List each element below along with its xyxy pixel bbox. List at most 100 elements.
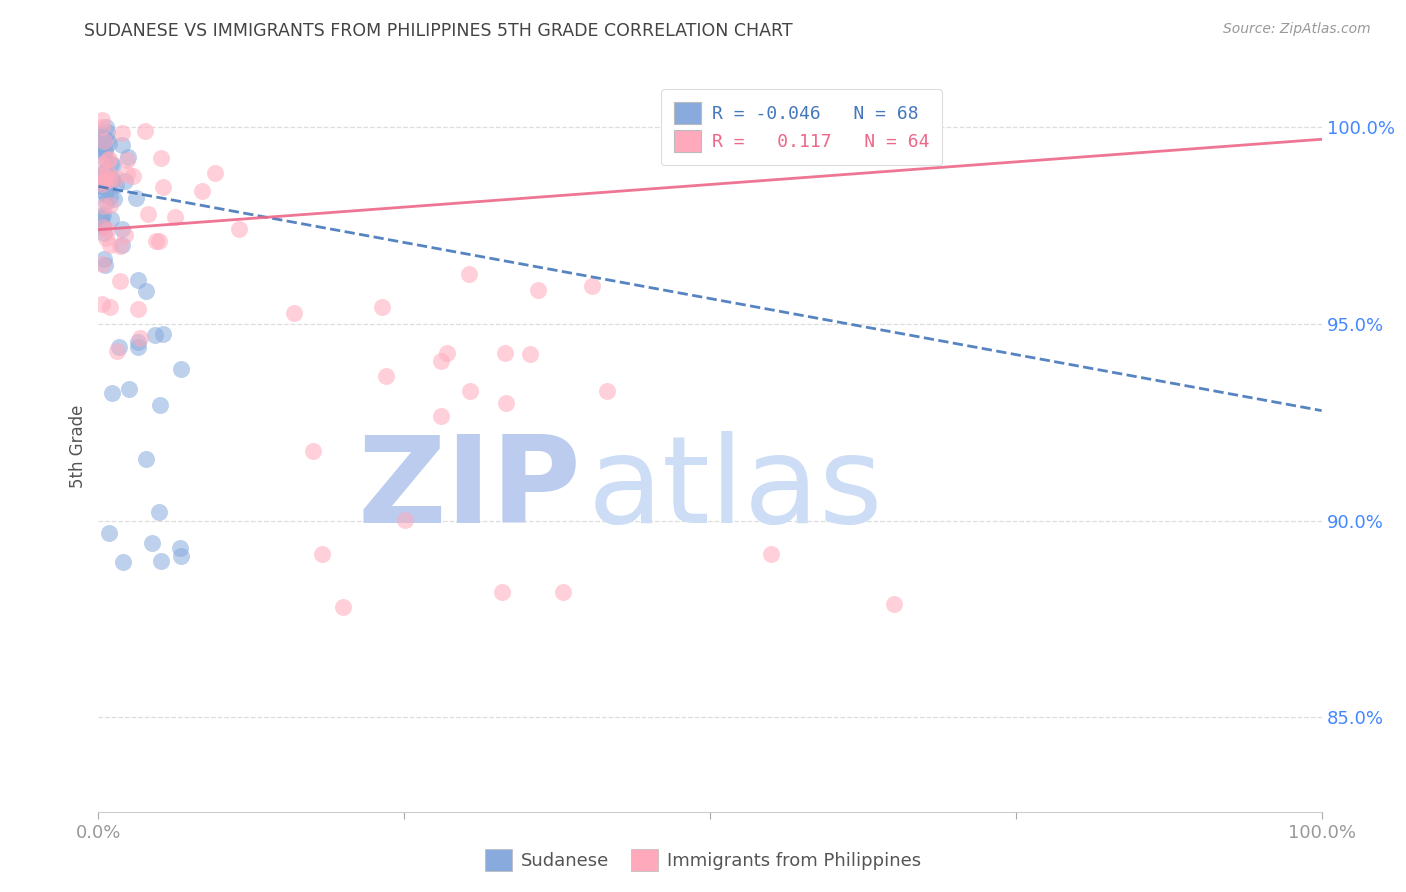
Point <box>553 584 575 599</box>
Point <box>96 125 118 139</box>
Point <box>103 173 125 187</box>
Point <box>457 267 479 281</box>
Point <box>519 347 541 361</box>
Point <box>301 443 323 458</box>
Point <box>125 191 148 205</box>
Point <box>98 136 121 150</box>
Point <box>96 166 118 180</box>
Point <box>148 234 170 248</box>
Point <box>91 178 114 192</box>
Point <box>458 384 481 399</box>
Point <box>117 150 139 164</box>
Point <box>93 252 115 267</box>
Point <box>495 396 517 410</box>
Point <box>97 526 120 541</box>
Point <box>98 171 121 186</box>
Point <box>97 153 120 168</box>
Point <box>149 398 172 412</box>
Point <box>311 547 333 561</box>
Point <box>93 165 115 179</box>
Point <box>94 187 117 202</box>
Text: Source: ZipAtlas.com: Source: ZipAtlas.com <box>1223 22 1371 37</box>
Point <box>96 133 118 147</box>
Point <box>89 171 111 186</box>
Point <box>761 547 783 561</box>
Point <box>90 136 112 150</box>
Point <box>127 301 149 316</box>
Point <box>90 140 112 154</box>
Point <box>89 179 111 194</box>
Point <box>436 345 458 359</box>
Point <box>93 168 115 182</box>
Point <box>91 178 114 193</box>
Point <box>111 126 134 140</box>
Point <box>97 152 120 166</box>
Point <box>91 208 114 222</box>
Point <box>103 193 125 207</box>
Point <box>93 130 115 145</box>
Point <box>127 273 149 287</box>
Point <box>97 174 120 188</box>
Point <box>375 368 398 383</box>
Point <box>228 221 250 235</box>
Point <box>204 166 226 180</box>
Point <box>98 300 121 314</box>
Point <box>89 129 111 144</box>
Point <box>110 238 132 252</box>
Point <box>581 279 603 293</box>
Point <box>143 328 166 343</box>
Point <box>105 178 128 192</box>
Point <box>91 144 114 158</box>
Point <box>111 222 134 236</box>
Point <box>105 170 128 185</box>
Point <box>98 237 121 252</box>
Y-axis label: 5th Grade: 5th Grade <box>69 404 87 488</box>
Point <box>100 157 122 171</box>
Point <box>110 239 132 253</box>
Point <box>494 346 516 360</box>
Point <box>596 384 619 399</box>
Point <box>89 127 111 141</box>
Point <box>127 340 149 354</box>
Point <box>91 120 114 134</box>
Point <box>129 330 152 344</box>
Point <box>135 284 157 298</box>
Point <box>114 227 136 242</box>
Point <box>127 335 149 350</box>
Point <box>90 176 112 190</box>
Point <box>98 198 121 212</box>
Point <box>101 172 124 186</box>
Point <box>149 554 172 568</box>
Point <box>89 137 111 152</box>
Point <box>136 206 159 220</box>
Point <box>93 199 115 213</box>
Point <box>883 598 905 612</box>
Point <box>491 585 513 599</box>
Point <box>93 134 115 148</box>
Point <box>169 541 191 555</box>
Point <box>100 211 122 226</box>
Point <box>90 136 112 150</box>
Point <box>394 512 416 526</box>
Point <box>91 134 114 148</box>
Point <box>90 210 112 224</box>
Point <box>94 174 117 188</box>
Point <box>430 409 453 423</box>
Point <box>169 361 191 376</box>
Point <box>148 505 170 519</box>
Point <box>108 340 131 354</box>
Point <box>96 223 118 237</box>
Point <box>134 124 156 138</box>
Point <box>429 354 451 368</box>
Point <box>101 385 124 400</box>
Point <box>122 169 145 183</box>
Point <box>93 258 115 272</box>
Point <box>527 283 550 297</box>
Point <box>152 180 174 194</box>
Point <box>91 257 114 271</box>
Point <box>94 195 117 210</box>
Point <box>150 151 173 165</box>
Point <box>115 167 138 181</box>
Point <box>91 113 114 128</box>
Point <box>94 231 117 245</box>
